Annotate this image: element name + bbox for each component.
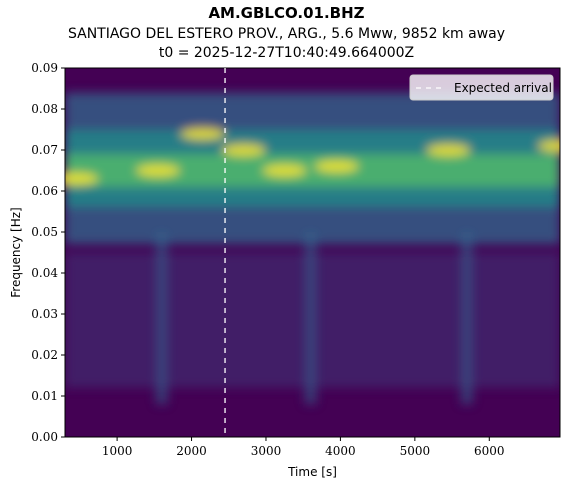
heatmap-energy xyxy=(65,92,560,405)
hotspot xyxy=(136,164,181,177)
lower-haze xyxy=(65,252,560,388)
x-axis-label: Time [s] xyxy=(287,465,337,479)
y-tick-label: 0.01 xyxy=(31,389,58,403)
y-tick-label: 0.00 xyxy=(31,430,58,444)
chart-t0-line: t0 = 2025-12-27T10:40:49.664000Z xyxy=(158,45,415,61)
x-tick-label: 6000 xyxy=(474,444,505,458)
y-axis-label: Frequency [Hz] xyxy=(9,207,23,298)
hotspot xyxy=(180,127,225,140)
y-tick-label: 0.03 xyxy=(31,307,58,321)
legend-box xyxy=(409,74,554,101)
y-tick-label: 0.05 xyxy=(31,225,58,239)
x-tick-label: 2000 xyxy=(176,444,207,458)
hotspot xyxy=(314,160,359,173)
hotspot xyxy=(65,172,99,185)
hotspot xyxy=(262,164,307,177)
y-tick-label: 0.07 xyxy=(31,143,58,157)
x-tick-label: 4000 xyxy=(325,444,356,458)
y-tick-label: 0.09 xyxy=(31,61,58,75)
legend-label-expected-arrival: Expected arrival xyxy=(454,81,552,95)
y-tick-label: 0.08 xyxy=(31,102,58,116)
y-ticks: 0.00 0.01 0.02 0.03 0.04 0.05 0.06 0.07 0.08 0.09 xyxy=(31,61,65,444)
chart-subtitle: SANTIAGO DEL ESTERO PROV., ARG., 5.6 Mww… xyxy=(67,26,506,42)
x-tick-label: 5000 xyxy=(400,444,431,458)
plot-frame xyxy=(64,67,561,438)
hotspot xyxy=(426,144,471,156)
hotspot xyxy=(538,139,560,152)
hotspot xyxy=(221,144,266,156)
x-tick-label: 3000 xyxy=(251,444,282,458)
legend: Expected arrival xyxy=(409,74,554,101)
y-tick-label: 0.04 xyxy=(31,266,58,280)
plot-area xyxy=(65,68,560,437)
y-tick-label: 0.06 xyxy=(31,184,58,198)
x-tick-label: 1000 xyxy=(102,444,133,458)
y-tick-label: 0.02 xyxy=(31,348,58,362)
chart-title: AM.GBLCO.01.BHZ xyxy=(208,4,365,22)
x-ticks: 1000 2000 3000 4000 5000 6000 xyxy=(102,437,505,458)
